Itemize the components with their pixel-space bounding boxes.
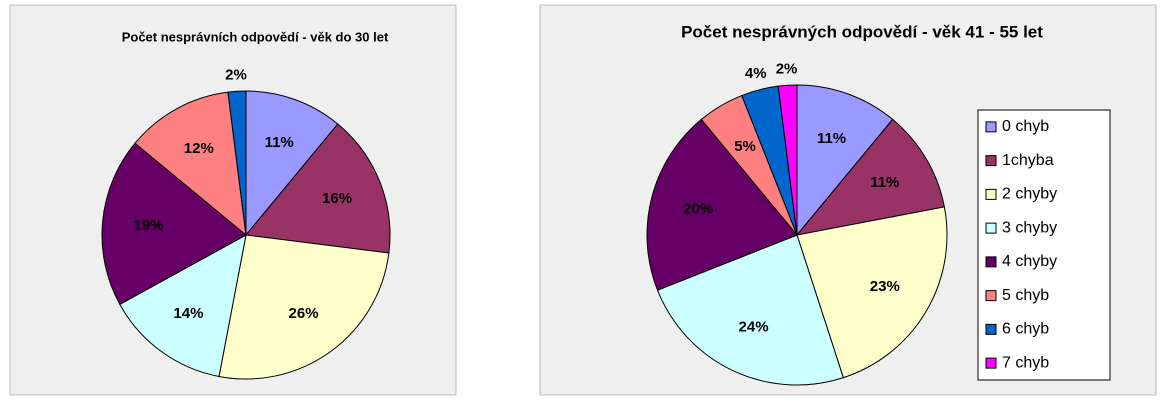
pie-slice [245,90,339,237]
data-label: 16% [322,190,352,207]
pie-slice [101,142,247,306]
pie-slice [646,118,798,291]
pie-slice [218,234,390,380]
data-label: 11% [265,134,294,151]
legend-box [977,109,1111,381]
data-label: 2% [225,66,247,83]
data-label: 12% [184,140,214,157]
data-label: 20% [683,201,713,218]
legend-label: 4 chyby [1002,253,1057,270]
legend-swatch [985,323,997,335]
pie-slice [795,118,945,236]
pie-slice [134,91,247,237]
legend-swatch [985,121,997,133]
data-label: 14% [173,305,203,322]
pie-slice [245,123,391,254]
legend-label: 0 chyb [1002,118,1049,135]
pie-slice [796,84,894,237]
chart-title: Počet nesprávních odpovědí - věk do 30 l… [122,29,389,44]
legend-swatch [985,357,997,369]
legend-label: 7 chyb [1002,354,1049,371]
data-label: 19% [133,217,163,234]
data-label: 24% [739,318,769,335]
pie-slice [656,234,844,386]
pie-slice [119,234,247,378]
data-label: 26% [289,305,319,322]
legend-label: 3 chyby [1002,219,1057,236]
legend-label: 5 chyb [1002,287,1049,304]
legend-swatch [985,222,997,234]
data-label: 23% [870,278,900,295]
legend-swatch [985,188,997,200]
legend-label: 1chyba [1002,152,1054,169]
pie-slice [796,206,948,379]
legend-swatch [985,256,997,268]
pie-slice [227,90,247,236]
legend-swatch [985,155,997,167]
legend-label: 2 chyby [1002,186,1057,203]
legend-label: 6 chyb [1002,321,1049,338]
chart-title: Počet nesprávných odpovědí - věk 41 - 55… [681,22,1043,41]
data-label: 11% [870,174,899,191]
data-label: 2% [776,60,798,77]
data-label: 11% [817,130,846,147]
data-label: 4% [745,65,767,82]
pie-slice [777,84,798,236]
legend-swatch [985,290,997,302]
data-label: 5% [734,138,756,155]
